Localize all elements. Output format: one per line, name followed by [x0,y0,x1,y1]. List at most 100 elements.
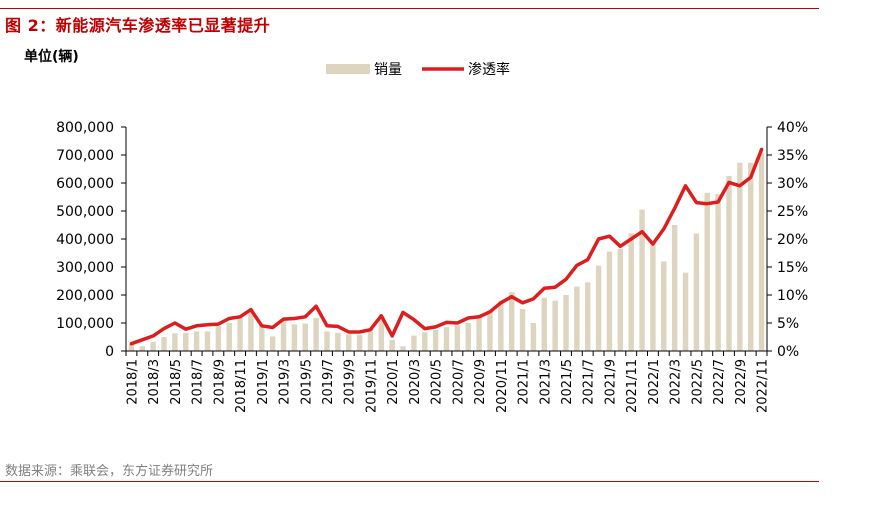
sales-bar [487,310,493,351]
sales-bar [346,334,352,351]
sales-bar [248,309,254,351]
y-left-tick-label: 0 [105,344,114,360]
x-tick-label: 2020/5 [430,359,445,405]
sales-bar [552,300,558,351]
sales-bar [693,233,700,351]
sales-bar [519,309,526,351]
legend-bar-label: 销量 [374,62,402,78]
y-right-tick-label: 0% [777,344,799,360]
source-note: 数据来源：乘联会，东方证券研究所 [5,464,214,479]
x-tick-label: 2022/7 [712,359,727,405]
sales-bar [259,324,265,351]
sales-bar [541,297,547,351]
sales-bar [422,332,428,351]
sales-bar [715,194,721,351]
sales-bar [335,332,341,351]
x-tick-label: 2022/5 [690,359,705,405]
legend: 销量 渗透率 [326,61,510,78]
y-left-tick-label: 400,000 [56,232,114,248]
x-tick-label: 2018/9 [212,359,227,405]
y-right-tick-label: 20% [777,232,808,248]
y-axis-left-label: 单位(辆) [24,48,79,65]
x-tick-label: 2020/11 [495,359,510,413]
y-left-tick-label: 300,000 [56,260,114,276]
x-tick-label: 2022/11 [756,359,771,413]
x-tick-label: 2022/3 [669,359,684,405]
x-tick-label: 2019/9 [343,359,358,405]
sales-bar [432,330,439,351]
sales-bar [324,331,330,351]
sales-bar [574,286,580,351]
sales-bar [204,331,211,351]
y-right-tick-label: 5% [777,316,799,332]
x-tick-label: 2022/9 [734,359,749,405]
sales-bar [302,323,308,351]
x-tick-label: 2020/1 [386,359,401,405]
y-right-tick-label: 30% [777,176,808,192]
sales-bar [606,251,613,351]
x-tick-label: 2019/5 [299,359,314,405]
x-tick-label: 2021/3 [538,359,553,405]
sales-bar [411,335,417,351]
sales-bar [150,341,156,351]
sales-bar [617,248,624,351]
sales-bar [628,233,634,351]
sales-bar [726,176,732,351]
x-tick-label: 2022/1 [647,359,662,405]
sales-bar [465,323,471,351]
x-tick-label: 2019/11 [364,359,379,413]
x-tick-label: 2018/1 [125,359,140,405]
y-right-tick-label: 40% [777,120,808,136]
sales-bar [226,323,232,351]
sales-bar [508,292,515,351]
y-right-tick-label: 10% [777,288,808,304]
top-rule [0,8,819,9]
x-tick-label: 2019/1 [256,359,271,405]
sales-bar [530,323,537,351]
legend-line-label: 渗透率 [468,61,510,78]
sales-bar [269,336,276,351]
y-left-tick-label: 200,000 [56,288,114,304]
sales-bar [400,346,406,351]
sales-bar [650,241,656,351]
axes-layer [121,126,772,356]
y-left-tick-label: 500,000 [56,204,114,220]
legend-bar-swatch [326,64,370,74]
sales-bar [183,332,189,351]
sales-bar [443,327,450,351]
sales-bar [758,153,765,351]
sales-bar [476,315,482,351]
sales-bar [313,317,319,351]
sales-bar [671,225,678,351]
sales-bar [747,162,754,351]
x-tick-label: 2021/7 [582,359,597,405]
sales-bar [193,331,200,351]
sales-bar [595,265,602,351]
x-tick-label: 2018/11 [234,359,249,413]
x-tick-label: 2021/11 [625,359,640,413]
sales-bar [389,339,395,351]
sales-bar [639,209,645,351]
sales-bar [139,346,146,351]
x-tick-label: 2020/3 [408,359,423,405]
sales-bar [367,328,374,351]
bottom-rule [0,481,819,482]
sales-bar [356,334,363,351]
x-tick-label: 2020/9 [473,359,488,405]
x-tick-label: 2019/3 [278,359,293,405]
x-tick-label: 2018/3 [147,359,162,405]
y-right-tick-label: 35% [777,148,808,164]
sales-bar [237,317,243,351]
sales-bar [128,344,135,351]
x-tick-label: 2019/7 [321,359,336,405]
sales-bar [161,337,167,351]
sales-bar [291,324,298,351]
y-right-tick-label: 25% [777,204,808,220]
bars-layer [128,153,765,351]
sales-bar [682,272,689,351]
sales-bar [454,325,461,351]
sales-bar [498,300,504,351]
y-left-tick-label: 600,000 [56,176,114,192]
sales-bar [704,192,710,351]
y-right-tick-label: 15% [777,260,808,276]
